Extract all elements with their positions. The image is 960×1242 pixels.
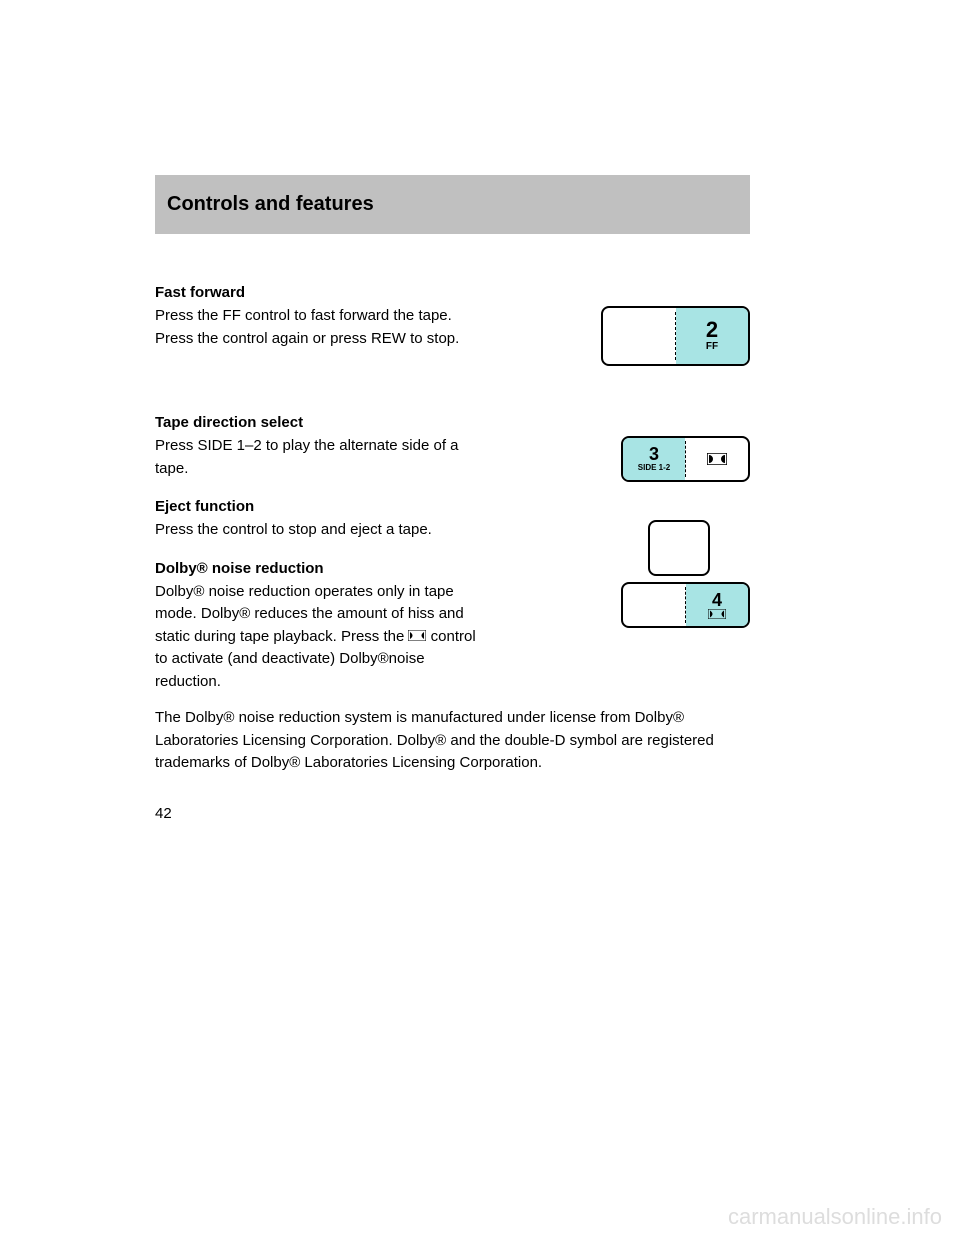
fast-forward-section: Fast forward Press the FF control to fas… [155,284,750,350]
ff-button-number: 2 [706,319,718,341]
dolby-icon [708,609,726,619]
dolby-button-right: 4 [686,584,748,626]
page-number: 42 [155,805,750,822]
side-button-label: SIDE 1-2 [638,463,670,473]
fast-forward-title: Fast forward [155,284,750,301]
tape-direction-section: Tape direction select Press SIDE 1–2 to … [155,414,750,480]
dolby-inline-icon-wrap [408,626,426,649]
ff-button-right: 2 FF [676,308,748,364]
trademark-text: The Dolby® noise reduction system is man… [155,707,750,775]
side-button-graphic: 3 SIDE 1-2 [621,436,750,482]
side-button-left: 3 SIDE 1-2 [623,438,685,480]
dolby-body-wrap: Dolby® noise reduction operates only in … [155,581,485,694]
side-button-right [686,438,748,480]
tape-direction-body: Press SIDE 1–2 to play the alternate sid… [155,435,485,480]
side-button-frame: 3 SIDE 1-2 [621,436,750,482]
ff-button-graphic: 2 FF [601,306,750,369]
side-button-number: 3 [649,445,659,463]
manual-page: Controls and features Fast forward Press… [0,0,960,822]
dolby-button-number: 4 [712,591,722,609]
dolby-section: Dolby® noise reduction Dolby® noise redu… [155,560,750,694]
section-header-title: Controls and features [167,193,738,216]
fast-forward-body: Press the FF control to fast forward the… [155,305,485,350]
eject-title: Eject function [155,498,750,515]
ff-button-left-blank [603,308,675,364]
eject-section: Eject function Press the control to stop… [155,498,750,542]
dolby-button-frame: 4 [621,582,750,628]
dolby-title: Dolby® noise reduction [155,560,750,577]
dolby-button-graphic: 4 [621,582,750,631]
watermark-text: carmanualsonline.info [728,1204,942,1230]
dolby-button-left-blank [623,584,685,626]
section-header-bar: Controls and features [155,175,750,234]
dolby-icon [707,453,727,465]
dolby-icon [408,630,426,641]
ff-button-label: FF [706,341,718,353]
ff-button-frame: 2 FF [601,306,750,366]
eject-body: Press the control to stop and eject a ta… [155,519,485,542]
tape-direction-title: Tape direction select [155,414,750,431]
